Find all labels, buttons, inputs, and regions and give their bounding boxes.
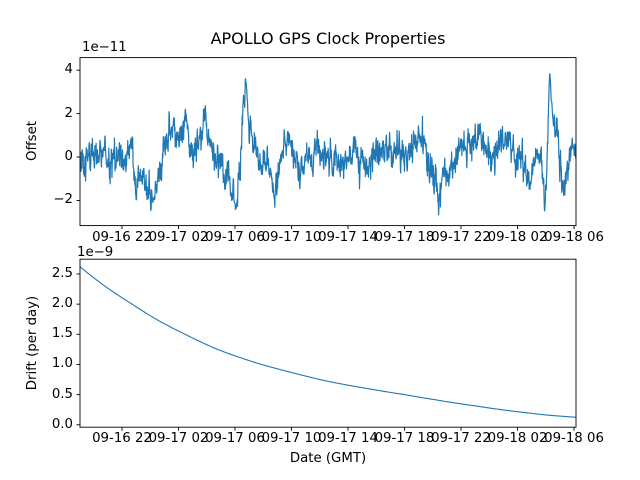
drift-y-tick-label: 0.5: [51, 386, 73, 402]
offset-x-tick-label: 09-17 22: [431, 229, 491, 245]
drift-y-tick-label: 0.0: [51, 416, 73, 432]
offset-axes-spines: [79, 57, 577, 227]
offset-series-line: [80, 73, 576, 216]
drift-y-tick-label: 1.0: [51, 356, 73, 372]
drift-axis-scale-label: 1e−9: [77, 245, 114, 260]
offset-x-tick-label: 09-17 10: [261, 229, 322, 245]
drift-y-tick-label: 2.0: [51, 296, 73, 312]
drift-series-line: [80, 266, 576, 418]
drift-x-tick-label: 09-17 18: [374, 431, 435, 447]
drift-x-tick-label: 09-18 06: [544, 431, 604, 447]
x-axis-label: Date (GMT): [289, 451, 367, 466]
drift-x-tick-label: 09-17 02: [148, 431, 209, 447]
offset-axis-scale-label: 1e−11: [82, 40, 127, 55]
drift-y-axis-label: Drift (per day): [25, 295, 41, 391]
offset-y-tick-label: 2: [64, 105, 73, 121]
drift-x-tick-label: 09-17 06: [205, 431, 265, 447]
offset-x-tick-label: 09-18 02: [487, 229, 548, 245]
drift-y-tick-label: 1.5: [51, 326, 73, 342]
offset-x-tick-label: 09-16 22: [92, 229, 152, 245]
offset-y-tick-label: −2: [53, 192, 73, 208]
offset-x-tick-label: 09-17 14: [318, 229, 378, 245]
offset-x-tick-label: 09-17 02: [148, 229, 209, 245]
offset-y-tick-label: 4: [64, 62, 73, 78]
drift-axes-spines: [79, 258, 577, 428]
offset-x-tick-label: 09-17 06: [205, 229, 265, 245]
drift-x-tick-label: 09-16 22: [92, 431, 152, 447]
drift-x-tick-label: 09-17 14: [318, 431, 378, 447]
drift-x-tick-label: 09-18 02: [487, 431, 548, 447]
offset-y-tick-label: 0: [64, 149, 73, 165]
offset-x-tick-label: 09-17 18: [374, 229, 435, 245]
offset-y-axis-label: Offset: [25, 121, 41, 161]
drift-x-tick-label: 09-17 22: [431, 431, 491, 447]
chart-title: APOLLO GPS Clock Properties: [210, 29, 446, 48]
drift-x-tick-label: 09-17 10: [261, 431, 322, 447]
offset-x-tick-label: 09-18 06: [544, 229, 604, 245]
drift-y-tick-label: 2.5: [51, 265, 73, 281]
